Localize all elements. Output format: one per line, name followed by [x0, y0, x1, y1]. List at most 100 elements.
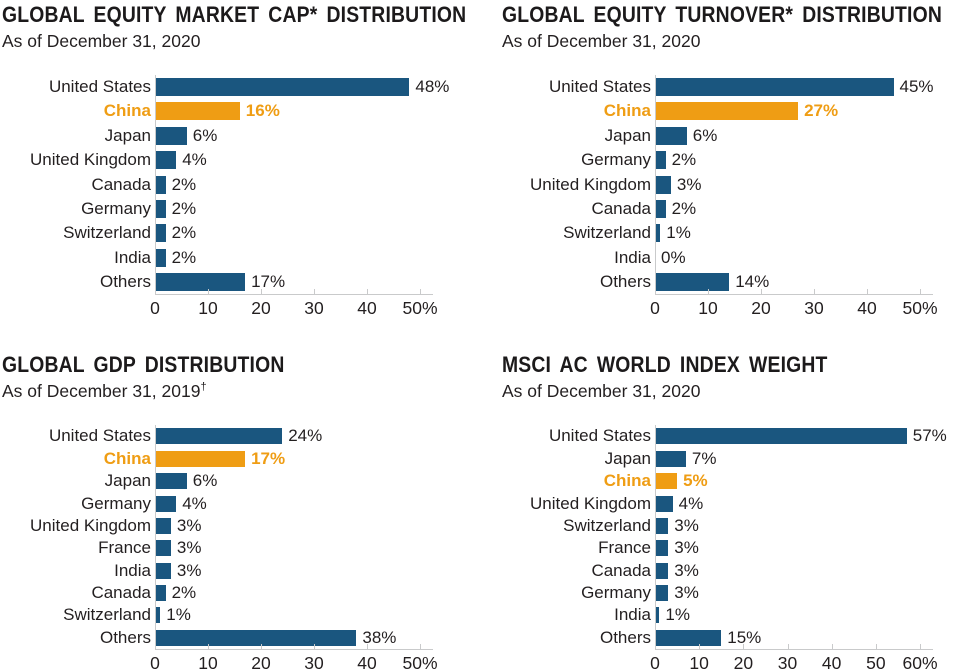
chart-global-equity-market-cap: GLOBAL EQUITY MARKET CAP* DISTRIBUTION A… — [2, 3, 466, 320]
category-label: Others — [599, 627, 651, 647]
value-label: 2% — [171, 223, 197, 243]
axis-tick — [787, 644, 789, 650]
bar-row: 6% — [655, 124, 960, 148]
category-label: Japan — [104, 471, 151, 491]
bar-row: 2% — [155, 246, 460, 270]
category-label: Japan — [604, 125, 651, 145]
bar — [655, 78, 894, 97]
x-axis-line — [155, 649, 433, 651]
axis-tick — [261, 644, 262, 650]
bar — [155, 495, 177, 512]
bar-row: 3% — [655, 560, 960, 582]
category-label: Others — [599, 272, 651, 292]
axis-tick-label: 0 — [150, 298, 160, 319]
axis-tick — [920, 644, 921, 650]
bar — [155, 585, 166, 602]
chart-subtitle: As of December 31, 2020 — [2, 30, 201, 51]
value-label: 3% — [176, 560, 202, 580]
axis-tick-label: 50 — [866, 653, 886, 671]
value-label: 2% — [671, 198, 697, 218]
axis-tick — [314, 289, 315, 295]
category-labels-column: United States China Japan Germany United Kin… — [502, 75, 655, 321]
bar — [655, 224, 661, 243]
bars-region: 24% 17% 6% 4% 3% 3% 3% 2% 1% 38% — [155, 425, 460, 649]
category-label: Others — [99, 627, 151, 647]
x-axis: 0 10 20 30 40 50% — [150, 289, 460, 320]
bar-row: 4% — [155, 148, 460, 172]
axis-tick — [208, 644, 209, 650]
value-label: 3% — [676, 174, 702, 194]
bar — [155, 562, 171, 579]
bar-row: 27% — [655, 99, 960, 123]
category-label: India — [614, 247, 651, 267]
category-label: United Kingdom — [30, 515, 151, 535]
axis-tick-label: 50% — [902, 298, 938, 319]
bar-row: 24% — [155, 425, 460, 447]
value-label: 6% — [192, 471, 218, 491]
bar — [655, 562, 669, 579]
bar-row: 4% — [655, 492, 960, 514]
category-label: China — [603, 471, 651, 491]
plot-area: 45% 27% 6% 2% 3% 2% 1% 0% 14% 0 10 20 30 40 50% — [650, 74, 960, 321]
x-axis: 0 10 20 30 40 50% — [150, 644, 460, 671]
category-label: Canada — [91, 583, 151, 603]
axis-tick-label: 60% — [902, 653, 938, 671]
value-label: 6% — [692, 125, 718, 145]
category-label: France — [98, 538, 151, 558]
bar-row: 2% — [655, 197, 960, 221]
value-label: 3% — [674, 583, 699, 603]
value-label: 7% — [691, 448, 717, 468]
bars-region: 45% 27% 6% 2% 3% 2% 1% 0% 14% — [655, 75, 960, 295]
chart-subtitle: As of December 31, 2019† — [2, 381, 207, 402]
bar — [655, 175, 671, 194]
bar-row: 1% — [655, 604, 960, 626]
value-label: 48% — [415, 77, 450, 97]
bar-row: 3% — [655, 582, 960, 604]
bar-row: 3% — [155, 560, 460, 582]
bar — [155, 126, 187, 145]
bar-row: 2% — [155, 172, 460, 196]
axis-tick — [420, 289, 421, 295]
subtitle-footnote-marker: † — [200, 381, 207, 394]
value-label: 38% — [362, 627, 397, 647]
category-label: India — [114, 560, 151, 580]
value-label: 15% — [727, 627, 762, 647]
value-label: 3% — [674, 538, 699, 558]
bar — [655, 540, 669, 557]
bar-row: 2% — [155, 582, 460, 604]
bar-row: 16% — [155, 99, 460, 123]
bar — [655, 273, 730, 292]
value-label: 2% — [171, 174, 197, 194]
axis-tick — [208, 289, 209, 295]
axis-tick-label: 20 — [733, 653, 754, 671]
value-label: 2% — [171, 247, 197, 267]
category-label: Others — [99, 272, 151, 292]
bar — [655, 151, 666, 170]
category-label: United Kingdom — [30, 150, 151, 170]
category-label: Germany — [81, 198, 151, 218]
value-label: 1% — [666, 223, 691, 243]
axis-tick-label: 50% — [402, 298, 438, 319]
category-label: Japan — [604, 448, 651, 468]
bar-row: 6% — [155, 124, 460, 148]
category-label: Japan — [104, 125, 151, 145]
category-label: China — [103, 101, 151, 121]
value-label: 2% — [171, 198, 197, 218]
value-label: 1% — [166, 605, 191, 625]
bar — [155, 102, 240, 121]
value-label: 17% — [251, 448, 286, 468]
value-label: 3% — [176, 515, 202, 535]
axis-tick — [155, 644, 156, 650]
bar-row: 5% — [655, 470, 960, 492]
axis-tick-label: 20 — [751, 298, 771, 319]
axis-tick-label: 40 — [857, 298, 877, 319]
value-label: 57% — [912, 426, 947, 446]
chart-title: MSCI AC WORLD INDEX WEIGHT — [502, 352, 828, 378]
axis-tick-label: 10 — [198, 653, 218, 671]
value-label: 16% — [245, 101, 280, 121]
axis-tick — [920, 289, 921, 295]
bar-row: 38% — [155, 627, 460, 649]
axis-tick-label: 0 — [650, 298, 660, 319]
category-label: India — [614, 605, 651, 625]
bar-row: 0% — [655, 246, 960, 270]
